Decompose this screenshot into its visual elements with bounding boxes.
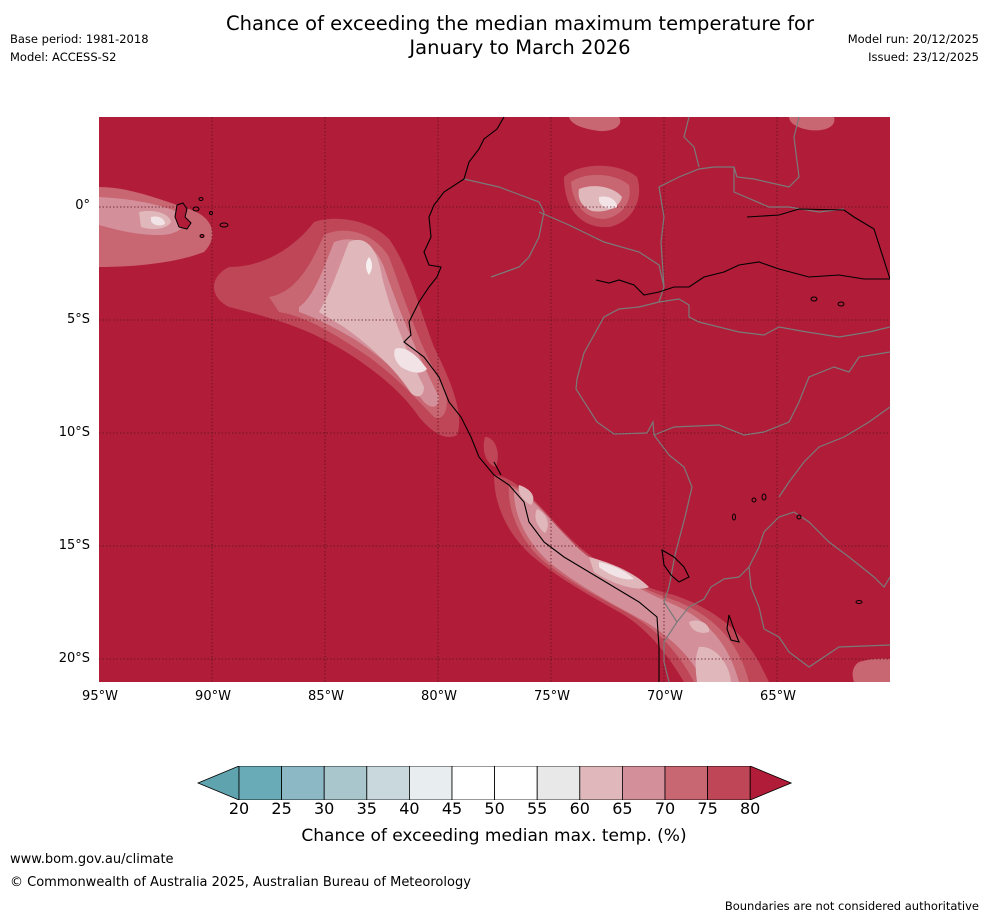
colorbar-segment [238, 766, 282, 800]
colorbar-tick-label: 45 [441, 799, 463, 818]
lon-label-75w: 75°W [534, 689, 570, 704]
lon-label-80w: 80°W [421, 689, 457, 704]
colorbar-tick-label: 20 [228, 799, 250, 818]
colorbar-tick-label: 50 [484, 799, 505, 818]
colorbar-segment [451, 766, 495, 800]
lat-label-5s: 5°S [66, 312, 90, 327]
colorbar-segment [579, 766, 623, 800]
model-run: Model run: 20/12/2025 [847, 32, 979, 46]
colorbar-tick-label: 65 [612, 799, 633, 818]
peru-coast-contours [214, 218, 460, 437]
colombia-contours [564, 117, 835, 228]
map-title: Chance of exceeding the median maximum t… [0, 12, 988, 60]
country-borders [463, 117, 890, 682]
inland-lakes [732, 296, 863, 604]
lat-label-10s: 10°S [58, 425, 90, 440]
colorbar-segment [536, 766, 581, 800]
lat-label-0: 0° [75, 198, 90, 213]
model-name: Model: ACCESS-S2 [10, 50, 117, 64]
south-coast-contours [483, 437, 769, 682]
colorbar-label: Chance of exceeding median max. temp. (%… [301, 826, 687, 846]
colorbar-segment [664, 766, 708, 800]
colorbar-segment [408, 766, 453, 800]
colorbar-segment [494, 766, 538, 800]
colorbar-tick-label: 40 [399, 799, 420, 818]
colorbar-segment [323, 766, 368, 800]
colorbar-tick-label: 80 [740, 799, 761, 818]
southeast-contours [852, 658, 890, 682]
colorbar-segment [281, 766, 325, 800]
colorbar-segment [366, 766, 410, 800]
map-background [99, 117, 890, 682]
colorbar-tick-label: 55 [527, 799, 548, 818]
colorbar-segment [621, 766, 666, 800]
lon-label-85w: 85°W [308, 689, 344, 704]
coastlines [403, 117, 890, 682]
lon-label-90w: 90°W [195, 689, 231, 704]
colorbar-under-arrow [196, 766, 240, 800]
colorbar [196, 766, 793, 800]
website-link[interactable]: www.bom.gov.au/climate [10, 852, 174, 867]
disclaimer-text: Boundaries are not considered authoritat… [724, 899, 979, 913]
colorbar-tick-label: 75 [697, 799, 718, 818]
colorbar-segment [707, 766, 751, 800]
title-line-1: Chance of exceeding the median maximum t… [225, 12, 815, 35]
lon-label-70w: 70°W [647, 689, 683, 704]
forecast-map[interactable] [99, 117, 890, 682]
colorbar-tick-label: 70 [654, 799, 676, 818]
colorbar-tick-label: 25 [271, 799, 292, 818]
meta-left: Base period: 1981-2018 Model: ACCESS-S2 [10, 30, 149, 66]
base-period: Base period: 1981-2018 [10, 32, 149, 46]
colorbar-over-arrow [749, 766, 793, 800]
lon-label-65w: 65°W [760, 689, 796, 704]
title-line-2: January to March 2026 [409, 36, 631, 59]
colorbar-tick-label: 30 [314, 799, 335, 818]
lat-label-20s: 20°S [58, 651, 90, 666]
colorbar-tick-label: 60 [569, 799, 590, 818]
meta-right: Model run: 20/12/2025 Issued: 23/12/2025 [848, 30, 979, 66]
issued-date: Issued: 23/12/2025 [868, 50, 979, 64]
lon-label-95w: 95°W [82, 689, 118, 704]
colorbar-tick-label: 35 [356, 799, 377, 818]
copyright-text: © Commonwealth of Australia 2025, Austra… [10, 875, 471, 890]
lat-label-15s: 15°S [58, 538, 90, 553]
colorbar-segments [196, 766, 793, 800]
galapagos-islands [174, 197, 229, 238]
